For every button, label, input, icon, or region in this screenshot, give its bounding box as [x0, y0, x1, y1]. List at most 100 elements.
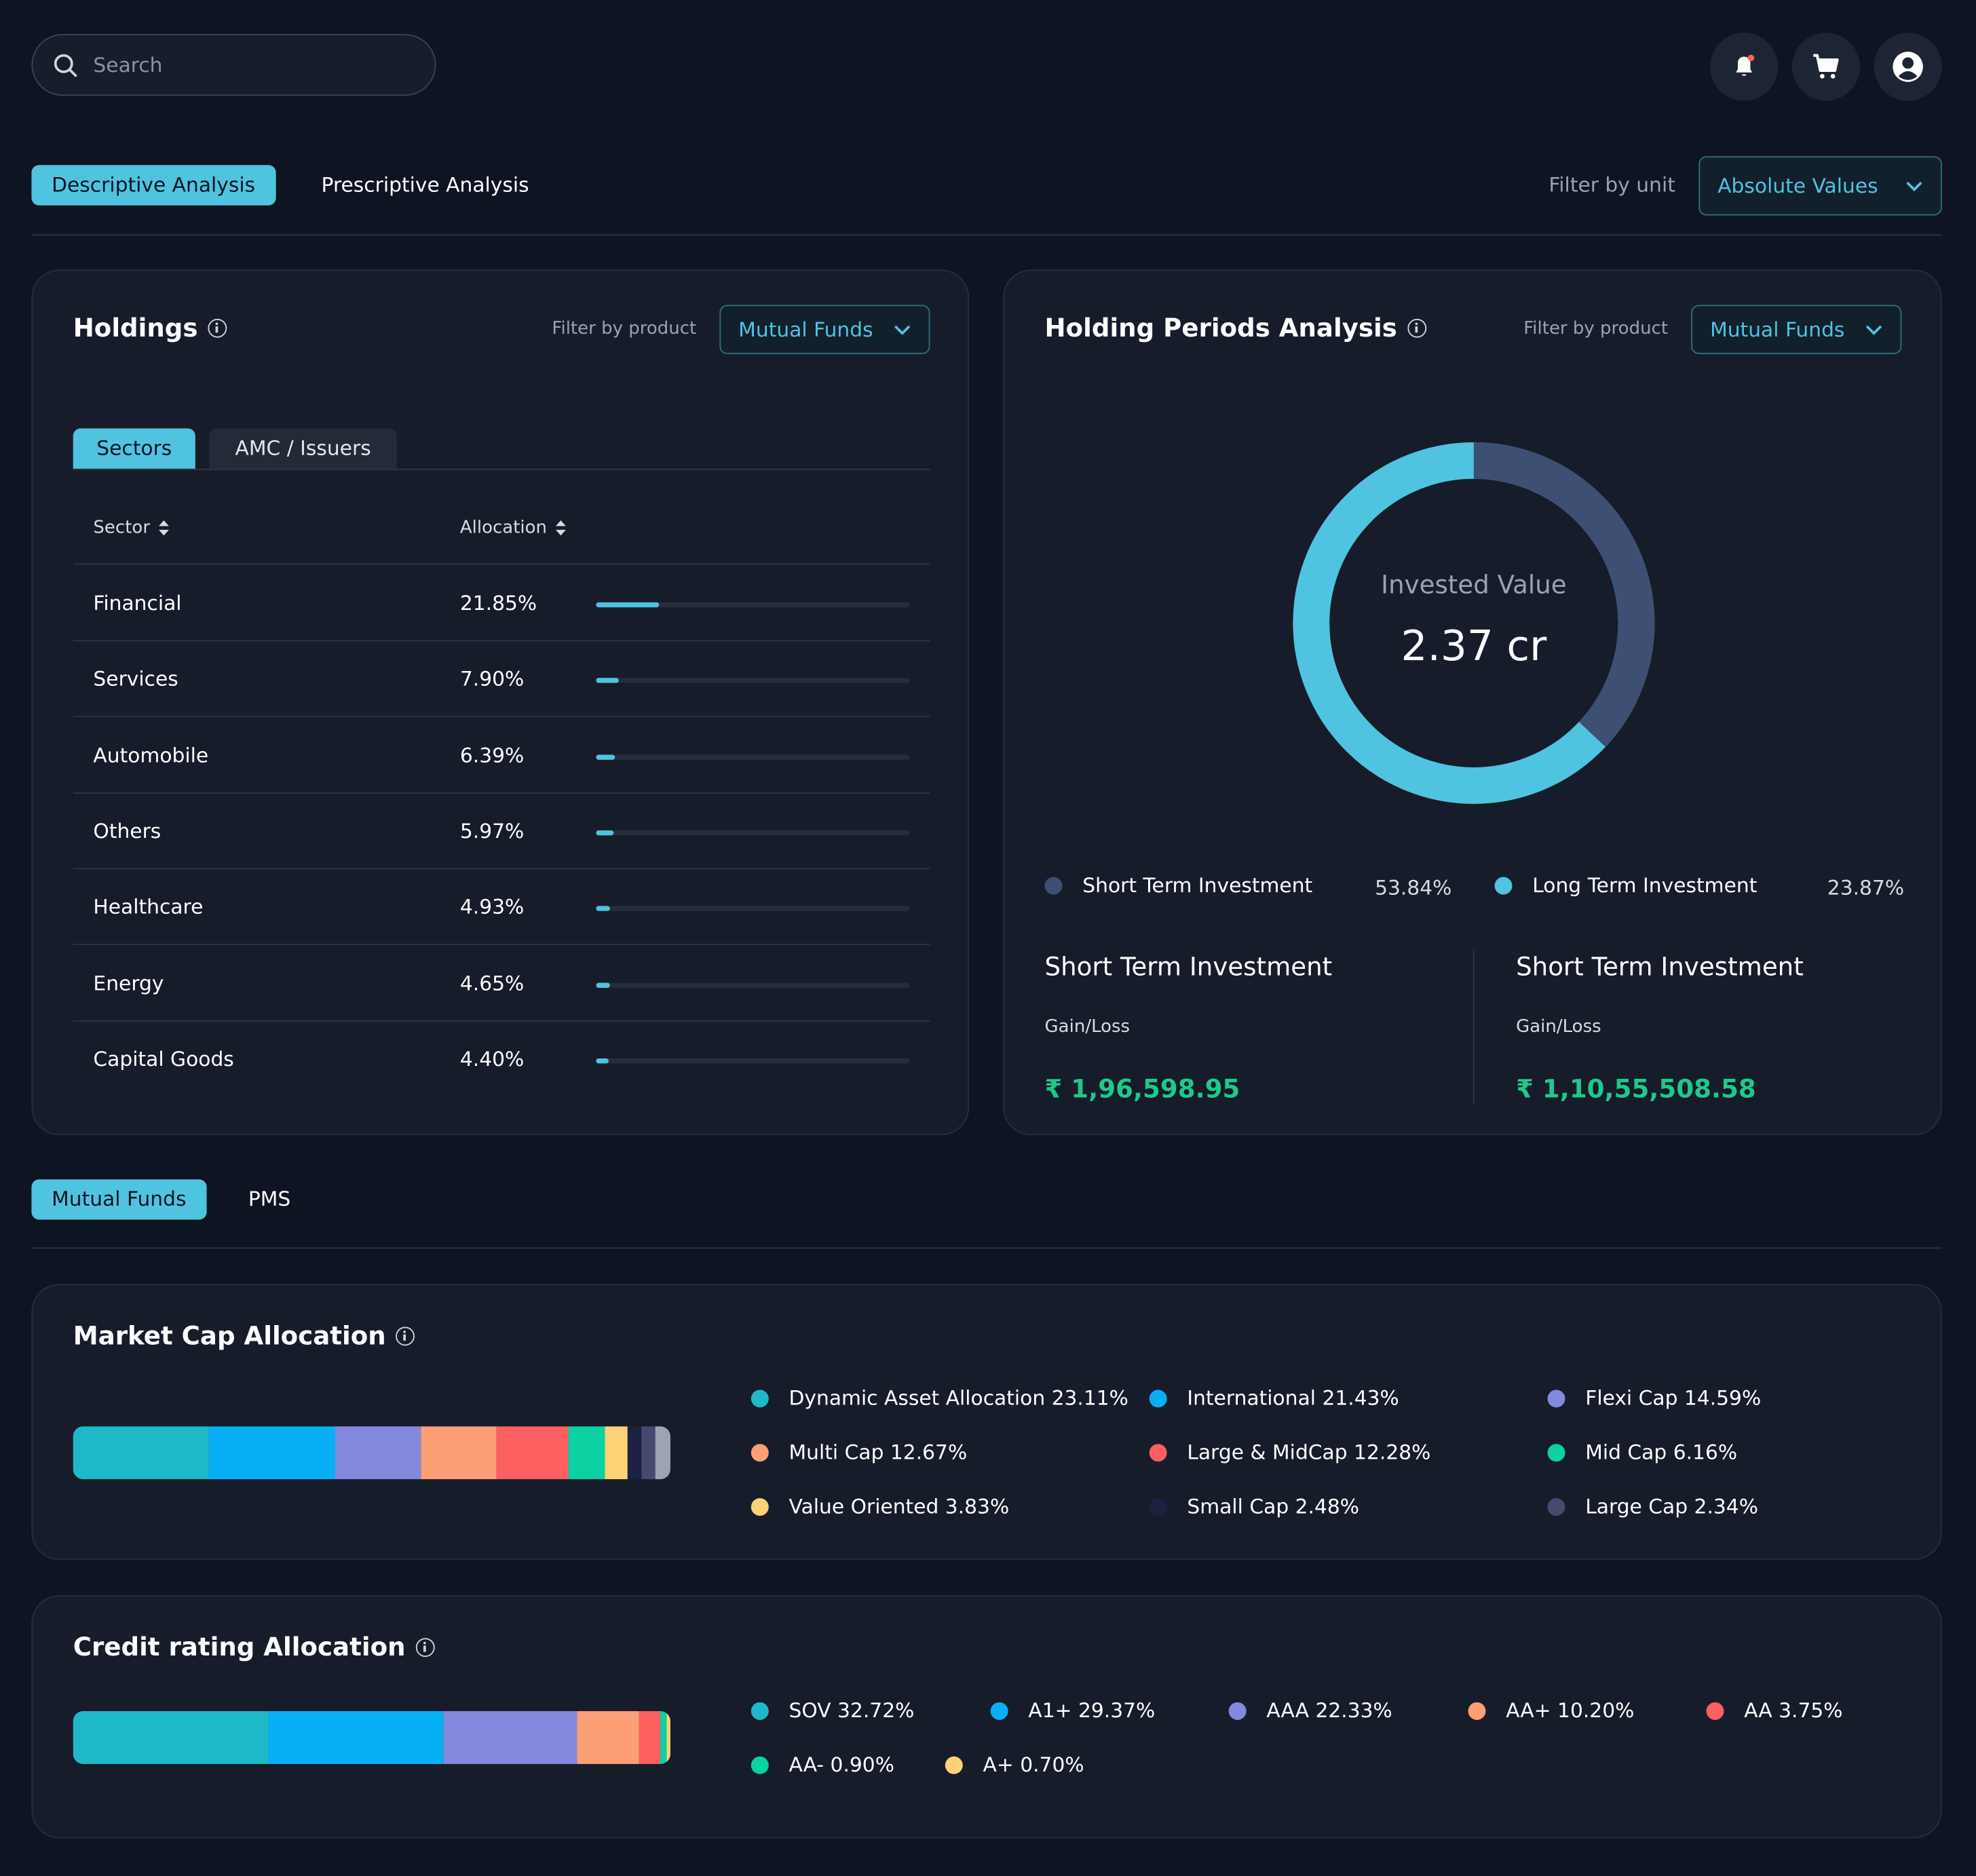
detail-amount: ₹ 1,10,55,508.58	[1516, 1073, 1756, 1104]
allocation-track	[596, 982, 910, 988]
tab-sectors[interactable]: Sectors	[73, 428, 195, 469]
cart-button[interactable]	[1791, 33, 1861, 101]
bar-segment[interactable]	[577, 1710, 639, 1764]
bar-segment[interactable]	[568, 1426, 605, 1480]
credit-rating-title-text: Credit rating Allocation	[73, 1631, 406, 1662]
sort-icon	[556, 520, 566, 536]
bar-segment[interactable]	[421, 1426, 497, 1480]
legend-dot	[990, 1702, 1008, 1720]
legend-value: 23.87%	[1827, 875, 1905, 900]
legend-item: AA- 0.90%	[750, 1753, 894, 1777]
unit-filter-value: Absolute Values	[1717, 174, 1878, 198]
legend-label: Flexi Cap 14.59%	[1585, 1385, 1762, 1411]
legend-long-term: Long Term Investment	[1494, 873, 1757, 897]
search-bar[interactable]: Search	[31, 34, 436, 96]
row-divider	[73, 716, 930, 718]
legend-dot	[1228, 1702, 1247, 1720]
user-icon	[1893, 52, 1923, 82]
sector-name: Services	[93, 666, 178, 691]
row-divider	[73, 640, 930, 642]
tab-mutual-funds[interactable]: Mutual Funds	[31, 1179, 207, 1220]
bar-segment[interactable]	[666, 1710, 670, 1764]
column-allocation[interactable]: Allocation	[460, 518, 567, 538]
sector-allocation: 6.39%	[459, 742, 525, 767]
bar-segment[interactable]	[496, 1426, 569, 1480]
legend-dot	[750, 1755, 769, 1774]
holding-periods-filter-value: Mutual Funds	[1710, 317, 1845, 342]
bar-segment[interactable]	[444, 1710, 578, 1764]
table-row: Capital Goods 4.40%	[73, 1020, 930, 1096]
legend-label: Large & MidCap 12.28%	[1187, 1440, 1431, 1464]
allocation-track	[596, 602, 910, 608]
allocation-bar	[596, 1058, 609, 1064]
legend-label: AA 3.75%	[1744, 1698, 1843, 1723]
legend-label: A1+ 29.37%	[1028, 1698, 1156, 1723]
allocation-bar	[596, 754, 615, 760]
bar-segment[interactable]	[73, 1426, 210, 1480]
holding-periods-filter-dropdown[interactable]: Mutual Funds	[1691, 305, 1902, 354]
legend-dot	[750, 1702, 769, 1720]
legend-dot	[1547, 1497, 1565, 1516]
tabs-divider	[73, 468, 930, 470]
column-sector[interactable]: Sector	[93, 518, 170, 538]
allocation-bar	[596, 602, 660, 608]
bar-segment[interactable]	[627, 1426, 642, 1480]
market-cap-title-text: Market Cap Allocation	[73, 1320, 386, 1351]
legend-dot	[1468, 1702, 1486, 1720]
info-icon[interactable]	[1407, 318, 1426, 337]
chevron-down-icon	[894, 325, 910, 334]
allocation-bar	[596, 830, 613, 836]
bar-segment[interactable]	[209, 1426, 336, 1480]
holdings-filter-dropdown[interactable]: Mutual Funds	[719, 305, 930, 354]
legend-label: Mid Cap 6.16%	[1585, 1440, 1738, 1464]
unit-filter-dropdown[interactable]: Absolute Values	[1698, 156, 1942, 216]
sector-name: Healthcare	[93, 894, 204, 919]
donut-chart	[1293, 442, 1655, 804]
legend-label: Small Cap 2.48%	[1187, 1494, 1360, 1518]
notifications-button[interactable]	[1710, 33, 1779, 101]
holding-periods-card: Holding Periods Analysis Filter by produ…	[1003, 269, 1942, 1136]
holdings-title-text: Holdings	[73, 312, 198, 343]
table-row: Healthcare 4.93%	[73, 868, 930, 946]
bar-segment[interactable]	[660, 1710, 666, 1764]
bar-segment[interactable]	[73, 1710, 269, 1764]
detail-sub: Gain/Loss	[1516, 1016, 1601, 1037]
legend-label: Dynamic Asset Allocation 23.11%	[788, 1385, 1128, 1411]
sector-allocation: 7.90%	[459, 666, 525, 691]
bar-segment[interactable]	[638, 1710, 661, 1764]
bar-segment[interactable]	[605, 1426, 628, 1480]
legend-label: International 21.43%	[1187, 1385, 1399, 1411]
legend-dot	[1494, 876, 1513, 894]
bar-segment[interactable]	[641, 1426, 656, 1480]
holdings-title: Holdings	[73, 313, 227, 343]
search-input[interactable]: Search	[93, 52, 163, 77]
legend-item: AA 3.75%	[1706, 1698, 1843, 1723]
tab-prescriptive-analysis[interactable]: Prescriptive Analysis	[321, 172, 529, 197]
sector-name: Automobile	[93, 742, 209, 767]
legend-label: AAA 22.33%	[1266, 1698, 1392, 1723]
info-icon[interactable]	[415, 1637, 435, 1657]
bell-icon	[1736, 54, 1755, 76]
profile-button[interactable]	[1874, 33, 1942, 101]
table-row: Others 5.97%	[73, 792, 930, 870]
tab-amc-issuers[interactable]: AMC / Issuers	[209, 428, 397, 469]
tab-descriptive-analysis[interactable]: Descriptive Analysis	[31, 165, 276, 206]
bar-segment[interactable]	[335, 1426, 422, 1480]
allocation-bar	[596, 678, 619, 684]
product-divider	[31, 1247, 1942, 1249]
legend-item: AAA 22.33%	[1228, 1698, 1392, 1723]
legend-item: Mid Cap 6.16%	[1547, 1440, 1738, 1464]
tab-pms[interactable]: PMS	[248, 1187, 291, 1211]
info-icon[interactable]	[396, 1326, 415, 1345]
legend-dot	[1547, 1443, 1565, 1461]
top-divider	[31, 234, 1942, 236]
legend-dot	[1706, 1702, 1724, 1720]
sector-name: Others	[93, 818, 162, 843]
table-row: Automobile 6.39%	[73, 716, 930, 794]
sector-name: Energy	[93, 970, 164, 995]
legend-item: Large & MidCap 12.28%	[1149, 1440, 1431, 1464]
bar-segment[interactable]	[268, 1710, 444, 1764]
legend-label: Multi Cap 12.67%	[788, 1440, 968, 1464]
info-icon[interactable]	[208, 318, 227, 337]
sector-allocation: 4.40%	[459, 1046, 525, 1071]
